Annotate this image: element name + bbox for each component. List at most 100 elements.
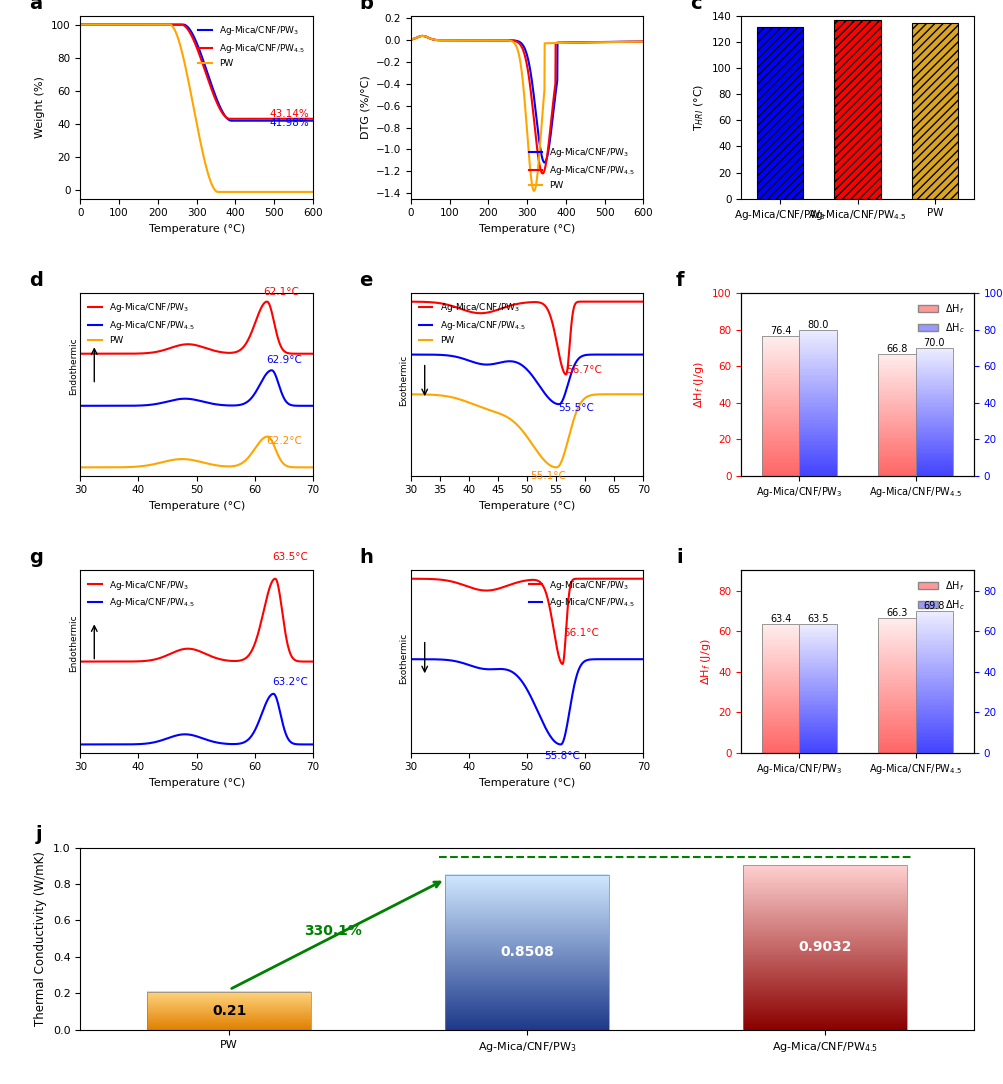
Bar [878, 376, 915, 377]
Bar [761, 651, 798, 653]
Bar [878, 642, 915, 643]
Text: Endothermic: Endothermic [69, 337, 78, 395]
Bar [915, 647, 952, 648]
Bar [915, 743, 952, 745]
PW [74, 18, 86, 31]
Text: 43.14%: 43.14% [269, 108, 309, 118]
PW [212, 185, 224, 198]
Bar [798, 469, 835, 472]
Bar [878, 447, 915, 448]
Bar [878, 620, 915, 621]
Bar [798, 467, 835, 468]
Bar [878, 750, 915, 751]
Bar [915, 671, 952, 672]
Bar [798, 644, 835, 645]
Bar [798, 687, 835, 688]
Bar [878, 687, 915, 688]
Bar [878, 430, 915, 431]
Bar [915, 377, 952, 378]
Bar [761, 448, 798, 449]
Bar [798, 356, 835, 358]
Bar [915, 406, 952, 408]
Bar [798, 642, 835, 644]
Bar [798, 740, 835, 741]
Bar [878, 353, 915, 476]
Bar [761, 679, 798, 680]
Bar [878, 682, 915, 683]
Bar [761, 468, 798, 470]
Bar [915, 383, 952, 384]
Bar [878, 621, 915, 622]
Bar [915, 358, 952, 360]
Bar [915, 431, 952, 433]
Bar [915, 728, 952, 731]
Bar [798, 436, 835, 438]
Bar [878, 654, 915, 655]
Bar [878, 747, 915, 749]
Bar [878, 437, 915, 438]
Legend: $\Delta$H$_f$, $\Delta$H$_c$: $\Delta$H$_f$, $\Delta$H$_c$ [914, 576, 968, 616]
Bar [878, 466, 915, 467]
Bar [761, 358, 798, 359]
Bar [878, 400, 915, 401]
Bar [915, 434, 952, 435]
Bar [798, 705, 835, 707]
Bar [147, 992, 311, 1030]
Bar [798, 400, 835, 401]
Bar [798, 731, 835, 732]
Bar [761, 423, 798, 424]
Bar [761, 661, 798, 662]
Bar [878, 399, 915, 400]
Bar [798, 669, 835, 670]
Bar [915, 455, 952, 456]
Bar [798, 358, 835, 359]
Bar [878, 712, 915, 713]
Bar [878, 356, 915, 357]
Bar [878, 711, 915, 712]
Bar [444, 875, 609, 1030]
Bar [761, 741, 798, 743]
Bar [798, 653, 835, 654]
Bar [761, 750, 798, 751]
Bar [915, 650, 952, 653]
Bar [878, 668, 915, 670]
Bar [761, 350, 798, 351]
Bar [915, 635, 952, 636]
Bar [798, 384, 835, 385]
Bar [878, 474, 915, 475]
Bar [878, 422, 915, 423]
Bar [761, 336, 798, 476]
Bar [878, 362, 915, 363]
Bar [798, 658, 835, 659]
Legend: Ag-Mica/CNF/PW$_3$, Ag-Mica/CNF/PW$_{4.5}$, PW: Ag-Mica/CNF/PW$_3$, Ag-Mica/CNF/PW$_{4.5… [415, 298, 529, 349]
Bar [798, 714, 835, 715]
Bar [878, 353, 915, 356]
Bar [798, 751, 835, 752]
Bar [878, 406, 915, 408]
Legend: Ag-Mica/CNF/PW$_3$, Ag-Mica/CNF/PW$_{4.5}$, PW: Ag-Mica/CNF/PW$_3$, Ag-Mica/CNF/PW$_{4.5… [525, 143, 638, 194]
Bar [798, 427, 835, 429]
Bar [915, 621, 952, 622]
Bar [761, 736, 798, 737]
Bar [915, 734, 952, 736]
Bar [798, 465, 835, 467]
Bar [915, 353, 952, 354]
Line: Ag-Mica/CNF/PW$_3$: Ag-Mica/CNF/PW$_3$ [80, 25, 313, 120]
Bar [798, 651, 835, 653]
Bar [761, 393, 798, 395]
Bar [798, 680, 835, 681]
Bar [915, 459, 952, 461]
Bar [915, 428, 952, 429]
PW [98, 18, 110, 31]
X-axis label: Temperature (°C): Temperature (°C) [148, 223, 245, 234]
Bar [761, 455, 798, 456]
Bar [878, 730, 915, 732]
Bar [915, 661, 952, 662]
Bar [878, 408, 915, 409]
Bar [761, 709, 798, 710]
Bar [798, 637, 835, 638]
Bar [878, 442, 915, 444]
Bar [761, 356, 798, 358]
Line: PW: PW [80, 25, 313, 192]
Bar [878, 472, 915, 474]
